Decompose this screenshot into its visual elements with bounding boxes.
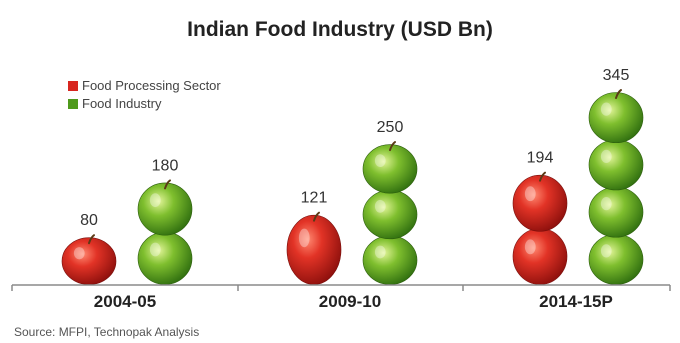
apple-highlight xyxy=(298,228,310,248)
x-tick-label-2014-15p: 2014-15P xyxy=(539,292,613,311)
bar-food-industry-2014-15p xyxy=(588,89,644,285)
legend-label-food-industry: Food Industry xyxy=(82,96,162,111)
x-tick-label-2009-10: 2009-10 xyxy=(319,292,381,311)
apple-highlight xyxy=(524,186,536,202)
apple-stem xyxy=(539,171,546,182)
bar-food-processing-sector-2009-10 xyxy=(286,211,342,285)
data-label-food-processing-sector-2004-05: 80 xyxy=(80,212,98,229)
chart-title: Indian Food Industry (USD Bn) xyxy=(187,18,493,41)
apple-highlight xyxy=(149,242,161,257)
apple-stem xyxy=(389,141,396,152)
green-apple-icon xyxy=(588,92,644,144)
apple-stem xyxy=(615,89,622,100)
source-note: Source: MFPI, Technopak Analysis xyxy=(14,325,199,339)
apple-highlight xyxy=(374,245,386,259)
red-apple-icon xyxy=(512,174,568,232)
legend-swatch-food-industry xyxy=(68,99,78,109)
apple-highlight xyxy=(374,154,386,168)
apple-stem xyxy=(88,234,95,245)
bars-layer xyxy=(61,89,644,285)
green-apple-icon xyxy=(137,182,193,236)
data-label-food-processing-sector-2009-10: 121 xyxy=(301,190,328,207)
apple-highlight xyxy=(374,199,386,213)
bar-food-processing-sector-2014-15p xyxy=(512,171,568,285)
bar-food-industry-2004-05 xyxy=(137,179,193,285)
apple-highlight xyxy=(600,102,612,116)
green-apple-icon xyxy=(362,144,418,194)
red-apple-icon xyxy=(512,228,568,285)
apple-highlight xyxy=(524,239,536,255)
data-label-food-processing-sector-2014-15p: 194 xyxy=(527,150,554,167)
apple-stem xyxy=(164,179,171,190)
bar-food-processing-sector-2004-05 xyxy=(61,234,117,285)
legend-swatch-food-processing-sector xyxy=(68,81,78,91)
apple-highlight xyxy=(600,244,612,258)
apple-highlight xyxy=(73,247,85,260)
apple-stem xyxy=(313,211,320,222)
red-apple-icon xyxy=(286,214,342,285)
legend-label-food-processing-sector: Food Processing Sector xyxy=(82,78,221,93)
green-apple-icon xyxy=(588,139,644,191)
apple-highlight xyxy=(600,149,612,163)
bar-food-industry-2009-10 xyxy=(362,141,418,285)
green-apple-icon xyxy=(588,233,644,285)
apple-highlight xyxy=(149,193,161,208)
red-apple-icon xyxy=(61,237,117,285)
data-label-food-industry-2009-10: 250 xyxy=(377,119,404,136)
green-apple-icon xyxy=(362,189,418,240)
value-labels: 80 121 194 180 250 345 xyxy=(80,67,629,229)
green-apple-icon xyxy=(362,235,418,285)
green-apple-icon xyxy=(588,186,644,238)
green-apple-icon xyxy=(137,231,193,285)
data-label-food-industry-2004-05: 180 xyxy=(152,157,179,174)
apple-highlight xyxy=(600,197,612,211)
data-label-food-industry-2014-15p: 345 xyxy=(603,67,630,84)
legend: Food Processing Sector Food Industry xyxy=(68,78,221,111)
x-tick-label-2004-05: 2004-05 xyxy=(94,292,156,311)
